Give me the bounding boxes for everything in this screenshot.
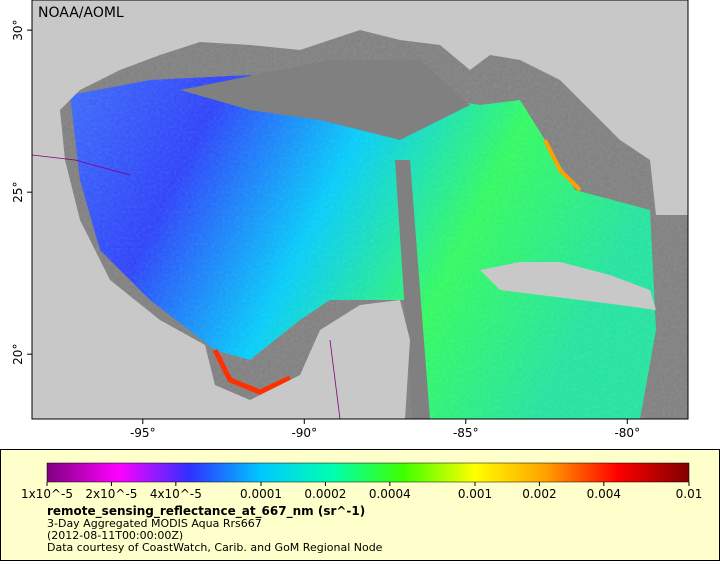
colorbar-tick-label: 4x10^-5 [150,487,202,501]
map-frame [31,0,689,420]
turbid-coast [212,348,292,395]
legend-line: Data courtesy of CoastWatch, Carib. and … [47,541,383,554]
colorbar-tick-label: 0.002 [522,487,556,501]
missing-area [180,60,470,140]
border [31,154,131,176]
map: NOAA/AOML [31,0,689,420]
lon-tick-label: -80° [614,426,640,440]
legend-variable: remote_sensing_reflectance_at_667_nm (sr… [47,504,365,519]
land-cuba [480,262,656,310]
land-usa [32,0,688,215]
lat-tick-label: 30° [11,19,25,40]
lon-tick-label: -95° [130,426,156,440]
legend-line: (2012-08-11T00:00:00Z) [47,529,183,542]
legend-line: 3-Day Aggregated MODIS Aqua Rrs667 [47,517,262,530]
lon-tick-label: -85° [453,426,479,440]
colorbar-tick-label: 0.004 [587,487,621,501]
colorbar-tick-label: 0.0004 [369,487,411,501]
colorbar-tick-label: 0.01 [676,487,703,501]
lon-tick-label: -90° [291,426,317,440]
colorbar-tick-label: 0.0002 [304,487,346,501]
colorbar-tick-label: 0.001 [458,487,492,501]
colorbar-tick-label: 2x10^-5 [85,487,137,501]
credit: NOAA/AOML [38,5,124,21]
colorbar-tick-label: 1x10^-5 [21,487,73,501]
lat-tick-label: 20° [11,344,25,365]
turbid-coast [543,139,582,192]
colorbar-tick-label: 0.0001 [240,487,282,501]
land-mexico [32,110,410,419]
border [329,339,341,420]
lat-tick-label: 25° [11,182,25,203]
missing-swath [395,160,430,419]
colorbar [46,462,690,483]
